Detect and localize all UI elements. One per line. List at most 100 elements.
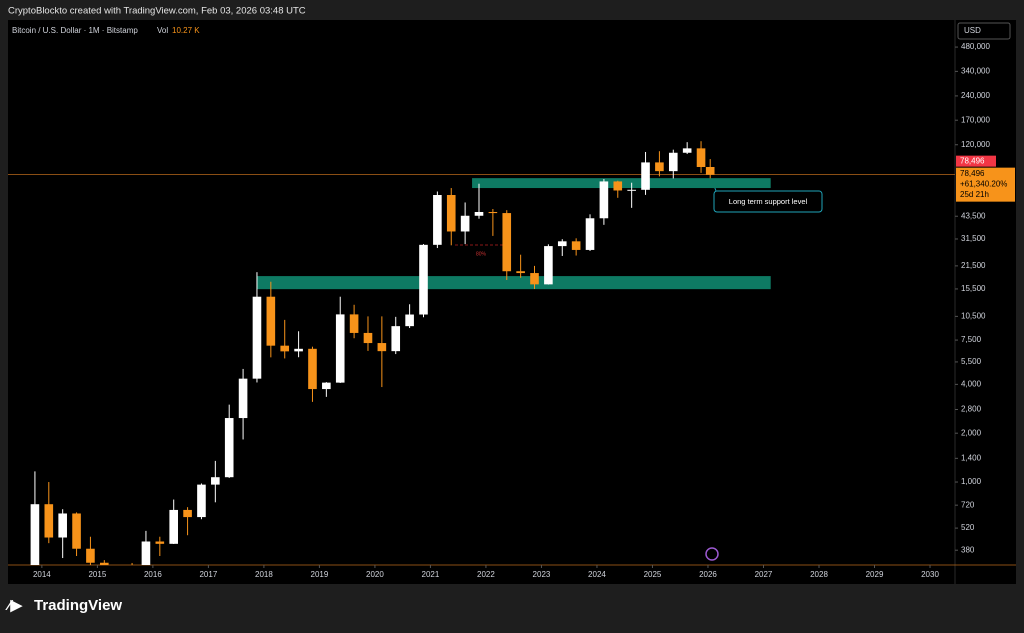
y-tick-label: 10,500 xyxy=(961,311,986,320)
candle-body xyxy=(197,484,206,518)
candle-body xyxy=(238,378,248,419)
last-price-tag xyxy=(956,155,996,167)
x-tick-label: 2020 xyxy=(366,570,384,579)
candle-body xyxy=(446,195,456,232)
header-text: CryptoBlockto created with TradingView.c… xyxy=(8,6,306,17)
x-tick-label: 2028 xyxy=(810,570,828,579)
support-zone xyxy=(256,276,771,290)
volume-label: Vol xyxy=(157,26,168,35)
candle-body xyxy=(433,195,442,245)
candle-body xyxy=(100,562,109,565)
brand: TradingView xyxy=(34,597,122,614)
currency-box[interactable] xyxy=(957,22,1011,40)
candle-body xyxy=(655,162,664,172)
last-price-tag-label: 78,496 xyxy=(960,156,985,165)
y-tick-label: 43,500 xyxy=(961,211,986,220)
candle-body xyxy=(419,244,428,315)
y-tick-label: 340,000 xyxy=(961,66,990,75)
candle-body xyxy=(363,332,373,344)
chart-area xyxy=(8,20,1016,584)
candle-body xyxy=(252,296,262,379)
y-tick-label: 7,500 xyxy=(961,335,982,344)
candle-body xyxy=(335,314,345,383)
candle-body xyxy=(44,504,54,538)
candle-body xyxy=(183,509,192,518)
currency: USD xyxy=(964,26,981,35)
volume-value: 10.27 K xyxy=(172,26,200,35)
x-tick-label: 2026 xyxy=(699,570,717,579)
y-tick-label: 21,500 xyxy=(961,261,986,270)
x-tick-label: 2014 xyxy=(33,570,51,579)
candle-body xyxy=(682,148,692,153)
candle-body xyxy=(349,314,359,333)
x-tick-label: 2018 xyxy=(255,570,273,579)
candle-body xyxy=(141,541,151,565)
x-tick-label: 2029 xyxy=(866,570,884,579)
candle-body xyxy=(668,152,678,172)
candle-body xyxy=(696,148,706,168)
price-box-countdown: 25d 21h xyxy=(960,190,989,199)
price-box xyxy=(956,167,1015,202)
candle-body xyxy=(30,504,40,565)
measure-label: 80% xyxy=(476,251,487,257)
candle-body xyxy=(308,348,317,390)
candle-body xyxy=(86,548,95,563)
candle-body xyxy=(377,343,387,352)
y-tick-label: 380 xyxy=(961,545,975,554)
y-tick-label: 1,000 xyxy=(961,477,982,486)
candle-body xyxy=(627,189,636,191)
x-tick-label: 2017 xyxy=(199,570,217,579)
x-tick-label: 2027 xyxy=(755,570,773,579)
candle-body xyxy=(280,345,290,352)
candle-body xyxy=(474,211,484,216)
candle-body xyxy=(58,513,67,538)
candle-body xyxy=(641,162,650,190)
event-icon[interactable] xyxy=(705,547,719,561)
candle-body xyxy=(155,541,165,544)
brand-logo-mark: ⁄▶ xyxy=(5,597,24,614)
candle-body xyxy=(405,314,414,327)
x-tick-label: 2019 xyxy=(311,570,329,579)
y-tick-label: 120,000 xyxy=(961,140,990,149)
candle-body xyxy=(72,513,81,549)
candle-body xyxy=(599,181,609,219)
candle-body xyxy=(544,246,553,285)
callout-text: Long term support level xyxy=(729,197,808,206)
plot xyxy=(8,141,955,565)
candle-body xyxy=(294,348,303,352)
candle-body xyxy=(266,296,276,346)
candle-body xyxy=(460,215,470,232)
price-box-change: +61,340.20% xyxy=(960,179,1007,188)
x-tick-label: 2024 xyxy=(588,570,606,579)
candle-body xyxy=(516,271,525,274)
price-box-price: 78,496 xyxy=(960,169,985,178)
x-tick-label: 2015 xyxy=(88,570,106,579)
y-tick-label: 31,500 xyxy=(961,234,986,243)
candle-body xyxy=(502,213,512,272)
candle-body xyxy=(169,509,178,544)
y-tick-label: 520 xyxy=(961,523,975,532)
y-tick-label: 240,000 xyxy=(961,91,990,100)
candle-body xyxy=(613,181,623,191)
candle-body xyxy=(322,382,331,390)
candle-body xyxy=(585,218,595,250)
callout-box xyxy=(713,190,823,213)
candle-body xyxy=(705,167,715,175)
candle-body xyxy=(557,241,567,247)
y-tick-label: 170,000 xyxy=(961,115,990,124)
x-tick-label: 2023 xyxy=(533,570,551,579)
y-tick-label: 2,800 xyxy=(961,405,982,414)
x-tick-label: 2025 xyxy=(644,570,662,579)
candle-body xyxy=(571,241,581,250)
y-tick-label: 720 xyxy=(961,500,975,509)
y-tick-label: 15,500 xyxy=(961,284,986,293)
candle-body xyxy=(530,273,539,285)
candle-body xyxy=(224,418,234,478)
x-tick-label: 2016 xyxy=(144,570,162,579)
candle-body xyxy=(211,477,220,485)
candle-body xyxy=(488,211,498,214)
x-tick-label: 2021 xyxy=(422,570,440,579)
y-tick-label: 2,000 xyxy=(961,428,982,437)
x-tick-label: 2030 xyxy=(921,570,939,579)
